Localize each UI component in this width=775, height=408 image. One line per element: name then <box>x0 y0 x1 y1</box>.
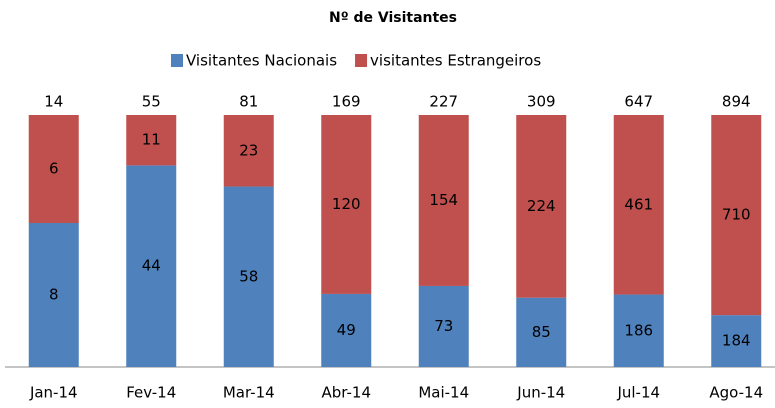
legend-label: visitantes Estrangeiros <box>370 52 541 70</box>
x-tick-label: Jan-14 <box>29 384 78 402</box>
bar-segment <box>711 315 762 367</box>
bar-segment <box>516 297 567 367</box>
bar-segment <box>711 115 762 316</box>
bar-segment <box>28 223 79 367</box>
x-tick-label: Mar-14 <box>223 384 275 402</box>
x-tick-label: Mai-14 <box>418 384 469 402</box>
data-label: 23 <box>239 141 258 159</box>
legend-swatch <box>355 54 368 67</box>
total-label: 55 <box>142 93 161 111</box>
data-label: 58 <box>239 267 258 285</box>
bar-segment <box>418 285 469 367</box>
data-label: 224 <box>527 197 556 215</box>
legend-label: Visitantes Nacionais <box>186 52 337 70</box>
bar-segment <box>126 165 177 367</box>
bar-segment <box>516 115 567 298</box>
bar-segment <box>321 115 372 294</box>
bar-segment <box>613 294 664 367</box>
data-label: 184 <box>722 332 751 350</box>
x-tick-label: Jul-14 <box>616 384 660 402</box>
total-label: 169 <box>332 93 361 111</box>
data-label: 85 <box>532 323 551 341</box>
legend-swatch <box>171 54 183 67</box>
bar-segment <box>223 115 274 187</box>
data-label: 73 <box>434 317 453 335</box>
total-label: 894 <box>722 93 751 111</box>
data-label: 6 <box>49 160 59 178</box>
bar-segment <box>321 293 372 367</box>
data-label: 710 <box>722 206 751 224</box>
bar-segment <box>126 115 177 166</box>
x-tick-label: Abr-14 <box>322 384 372 402</box>
data-label: 461 <box>624 195 653 213</box>
bar-segment <box>28 115 79 223</box>
data-label: 8 <box>49 286 59 304</box>
data-label: 120 <box>332 195 361 213</box>
bar-segment <box>613 115 664 295</box>
data-label: 11 <box>142 131 161 149</box>
chart-subtitle: Nº de Visitantes <box>329 10 457 26</box>
total-label: 14 <box>44 93 63 111</box>
x-tick-label: Jun-14 <box>516 384 565 402</box>
total-label: 81 <box>239 93 258 111</box>
total-label: 647 <box>624 93 653 111</box>
bar-segment <box>223 186 274 367</box>
x-tick-label: Ago-14 <box>709 384 763 402</box>
data-label: 44 <box>142 257 161 275</box>
data-label: 49 <box>337 321 356 339</box>
total-label: 227 <box>429 93 458 111</box>
x-tick-label: Fev-14 <box>126 384 176 402</box>
total-label: 309 <box>527 93 556 111</box>
data-label: 154 <box>429 191 458 209</box>
bar-segment <box>418 115 469 286</box>
data-label: 186 <box>624 321 653 339</box>
